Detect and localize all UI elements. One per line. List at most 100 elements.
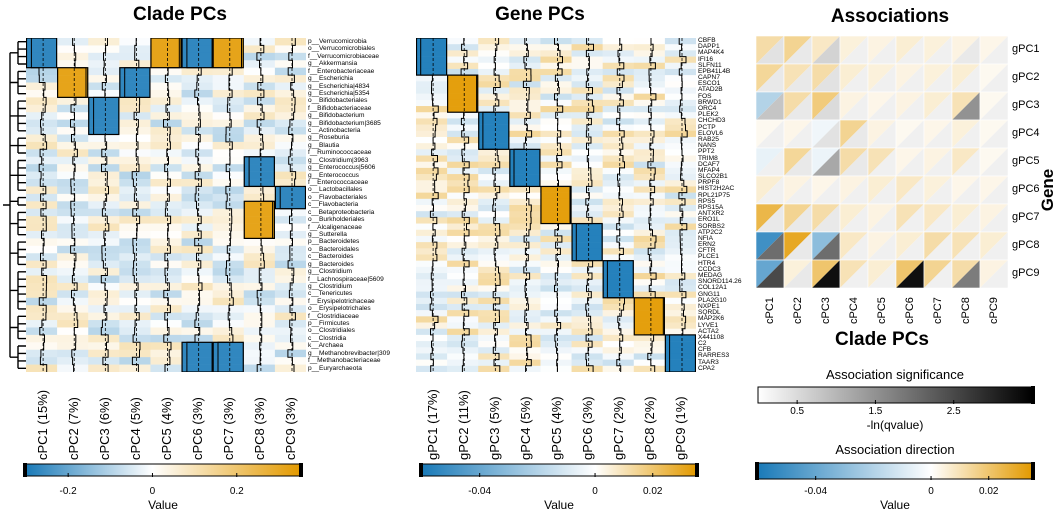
gene-cell: [602, 118, 635, 125]
clade-cell: [88, 141, 120, 150]
gene-cell: [602, 167, 635, 175]
gene-cell: [540, 353, 572, 360]
assoc-significance-triangle: [756, 176, 784, 204]
gene-cell: [540, 322, 572, 330]
gene-cell: [509, 68, 541, 76]
gene-cell: [509, 223, 541, 231]
gene-label: SLCO2B1: [698, 173, 728, 181]
assoc-significance-triangle: [812, 64, 840, 92]
pc-column-label: cPC2 (7%): [65, 397, 81, 460]
clade-cell: [274, 45, 306, 54]
gene-cell: [602, 136, 635, 144]
gene-cell: [447, 266, 479, 274]
clade-cell: [181, 364, 213, 372]
assoc-significance-triangle: [952, 64, 980, 92]
clade-cell: [274, 208, 306, 217]
assoc-significance-triangle: [840, 64, 868, 92]
gene-cell: [602, 279, 635, 286]
taxon-label: c__Betaproteobacteria: [308, 208, 375, 216]
gene-cell: [447, 211, 479, 218]
gene-cell: [478, 205, 510, 212]
gene-cell: [633, 359, 666, 367]
gene-trace-line: [669, 38, 688, 372]
clade-cell: [88, 334, 120, 343]
clade-cell: [57, 327, 89, 336]
gene-cell: [571, 322, 603, 330]
pc-column-label: cPC9 (3%): [283, 397, 299, 460]
gene-cell: [540, 174, 572, 181]
gene-cell: [416, 322, 448, 330]
assoc-y-label: gPC5: [1012, 155, 1040, 167]
clade-cell: [119, 275, 151, 284]
clade-cell: [26, 260, 58, 269]
clade-cell: [26, 60, 58, 68]
gene-cell: [571, 310, 603, 317]
clade-cell: [181, 320, 213, 328]
gene-cell: [571, 81, 603, 88]
taxon-label: c__Tenericutes: [308, 290, 353, 298]
gene-cell: [633, 291, 666, 299]
clade-cell: [57, 253, 89, 261]
gene-label: DAPP1: [698, 43, 720, 51]
taxon-label: f__Methanobacteriaceae: [308, 357, 381, 365]
pc-column-label: gPC6 (3%): [580, 396, 596, 460]
clade-cell: [57, 334, 89, 343]
clade-cell: [57, 320, 89, 328]
clade-cell: [26, 164, 58, 172]
clade-cell: [181, 193, 213, 202]
clade-cell: [119, 312, 151, 321]
gene-cell: [416, 242, 448, 249]
gene-label: EPB41L4B: [698, 67, 731, 75]
assoc-significance-triangle: [840, 148, 868, 176]
clade-cell: [212, 230, 245, 239]
gene-cell: [540, 297, 572, 305]
gene-cell: [664, 118, 696, 125]
clade-cell: [57, 149, 89, 158]
gene-cell: [447, 297, 479, 305]
gene-cell: [540, 260, 572, 268]
clade-cell: [274, 119, 306, 128]
gene-label: NXPE1: [698, 302, 720, 310]
clade-cell: [181, 357, 213, 365]
gene-cell: [571, 328, 603, 336]
gene-cell: [540, 180, 572, 187]
gene-cell: [540, 87, 572, 94]
clade-colorbar-tick-label: 0: [149, 486, 156, 497]
gene-cell: [664, 359, 696, 367]
gene-cell: [571, 118, 603, 125]
gene-cell: [416, 235, 448, 243]
clade-cell: [243, 320, 276, 328]
clade-cell: [57, 201, 89, 210]
clade-cell: [150, 216, 182, 224]
assoc-panel-title: Associations: [830, 6, 950, 27]
taxon-label: g__Methanobrevibacter|309: [308, 349, 390, 357]
clade-cell: [150, 45, 182, 54]
gene-cell: [633, 365, 666, 372]
gene-cell: [633, 93, 666, 101]
gene-cell: [540, 149, 572, 156]
gene-cell: [602, 75, 635, 82]
gene-cell: [571, 56, 603, 64]
clade-cell: [119, 208, 151, 217]
clade-cell: [57, 164, 89, 172]
gene-cell: [602, 260, 635, 268]
gene-cell: [602, 198, 635, 206]
gene-cell: [447, 161, 479, 169]
clade-cell: [212, 305, 245, 313]
clade-cell: [119, 216, 151, 224]
taxon-label: c__Bacteroides: [308, 253, 354, 261]
gene-cell: [602, 285, 635, 292]
taxon-label: p__Bacteroidetes: [308, 238, 360, 246]
gene-cell: [416, 112, 448, 119]
gene-cell: [509, 359, 541, 367]
clade-cell: [26, 67, 58, 76]
gene-cell: [509, 87, 541, 94]
clade-cell: [57, 268, 89, 276]
assoc-x-label: cPC1: [764, 297, 776, 324]
taxon-label: p__Verrucomicrobia: [308, 38, 367, 45]
clade-cell: [88, 82, 120, 91]
clade-cell: [243, 238, 276, 247]
clade-cell: [119, 260, 151, 269]
gene-cell: [478, 81, 510, 88]
gene-colorbar-tick-label: 0: [592, 486, 598, 497]
